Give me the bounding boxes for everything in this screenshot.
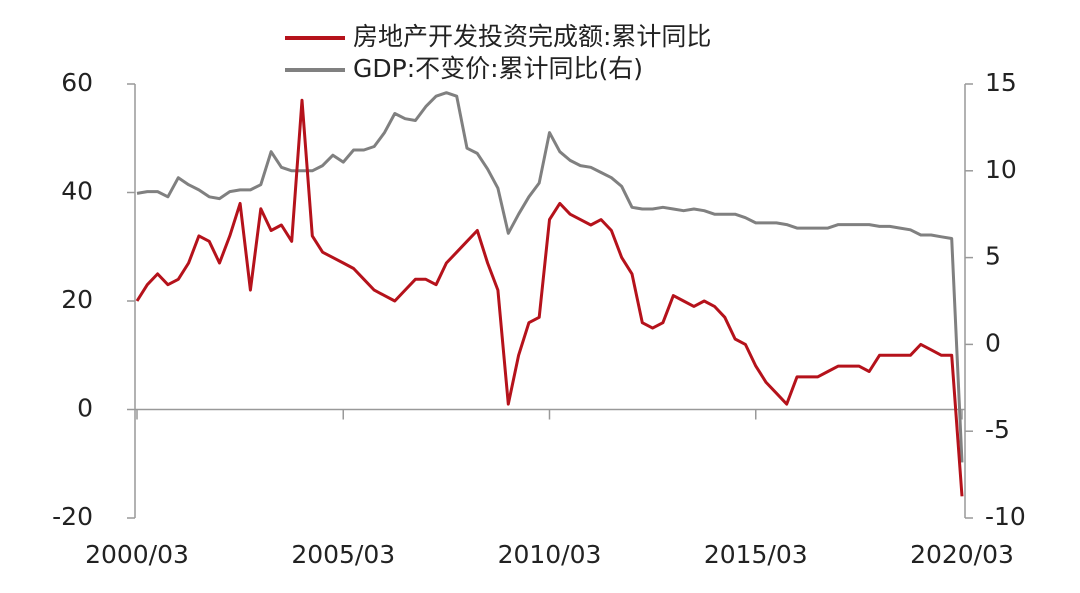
y-tick-label: 60 — [61, 68, 93, 97]
x-tick-label: 2015/03 — [704, 540, 808, 569]
y2-tick-label: 0 — [985, 328, 1001, 357]
legend-label: GDP:不变价:累计同比(右) — [353, 54, 643, 83]
y-tick-label: 40 — [61, 177, 93, 206]
series-line — [135, 98, 964, 497]
y2-tick-label: 10 — [985, 155, 1017, 184]
y2-tick-label: 5 — [985, 242, 1001, 271]
x-tick-label: 2020/03 — [910, 540, 1014, 569]
y2-tick-label: 15 — [985, 68, 1017, 97]
y2-tick-label: -5 — [985, 415, 1010, 444]
legend-label: 房地产开发投资完成额:累计同比 — [353, 22, 711, 51]
series-line — [136, 91, 964, 463]
x-tick-label: 2005/03 — [291, 540, 395, 569]
x-tick-label: 2000/03 — [85, 540, 189, 569]
y-tick-label: -20 — [52, 502, 93, 531]
y-tick-label: 20 — [61, 285, 93, 314]
x-tick-label: 2010/03 — [498, 540, 602, 569]
y-tick-label: 0 — [77, 394, 93, 423]
y2-tick-label: -10 — [985, 502, 1026, 531]
